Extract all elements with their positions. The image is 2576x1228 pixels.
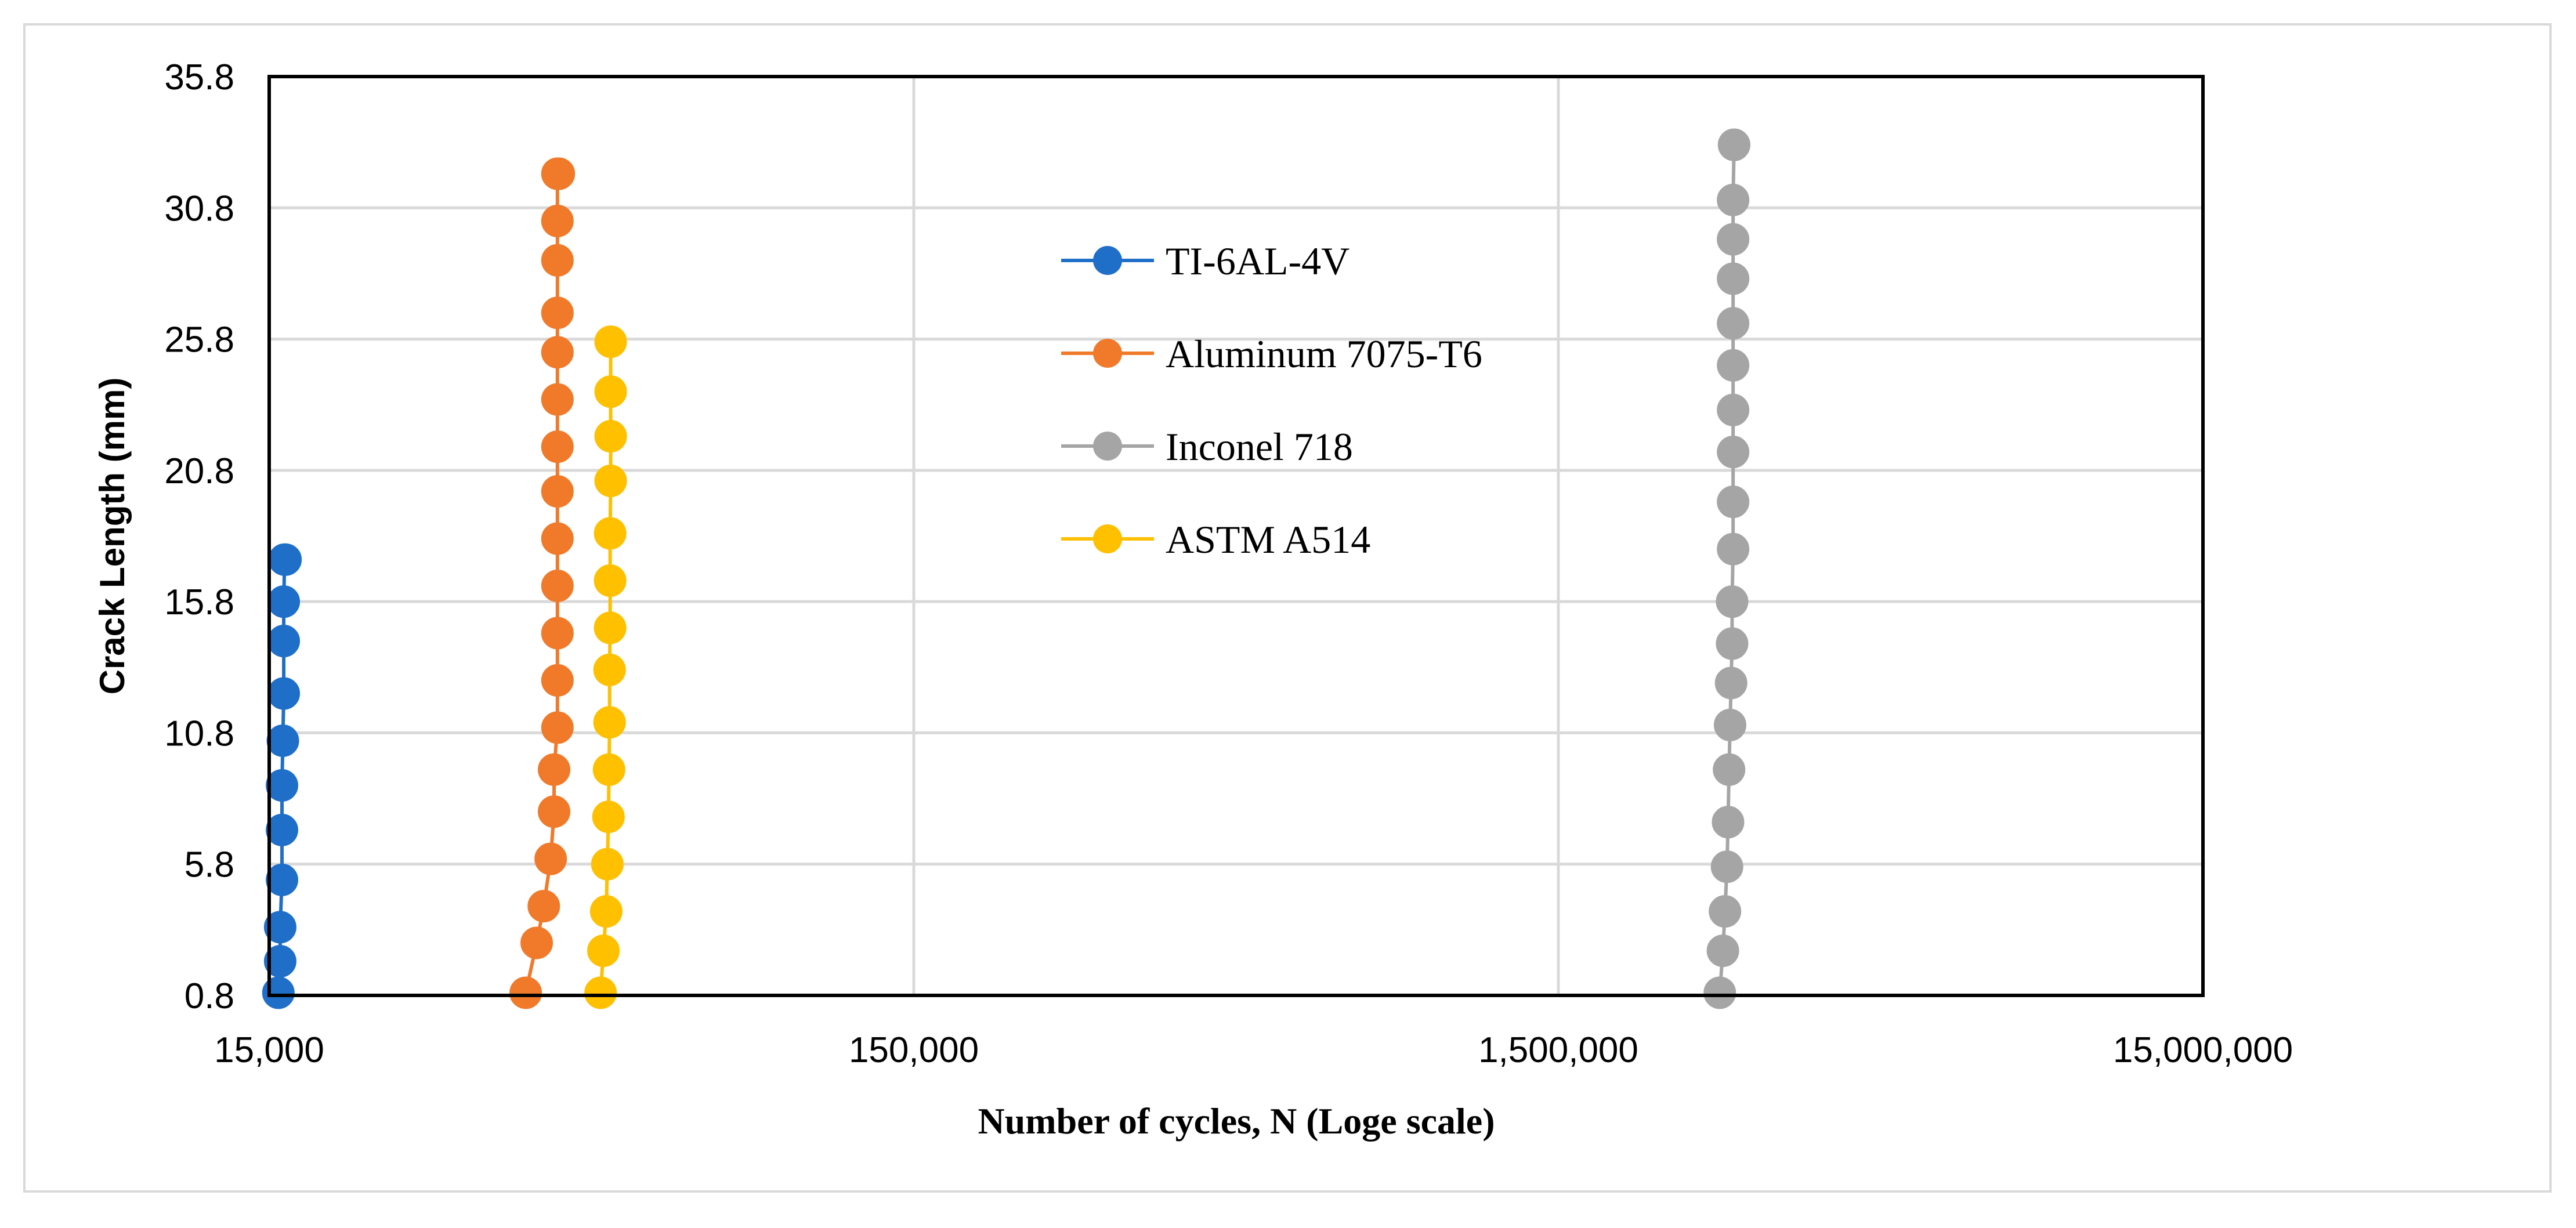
x-tick-label: 15,000,000 [2113,1030,2293,1070]
data-point [594,564,627,597]
data-point [538,753,571,786]
data-point [262,976,295,1009]
data-point [541,664,574,697]
legend-label: Aluminum 7075-T6 [1166,332,1482,376]
data-point [527,890,560,923]
data-point [1717,183,1750,216]
y-tick-label: 20.8 [164,451,234,491]
data-point [1717,436,1750,469]
data-point [541,522,574,555]
data-point [1714,666,1748,700]
x-tick-label: 150,000 [849,1030,979,1070]
data-point [541,383,574,416]
legend-item: Inconel 718 [1061,425,1353,469]
data-point [593,706,626,739]
data-point [267,585,301,618]
data-point [1717,393,1750,426]
data-point [1709,895,1742,928]
data-point [534,842,567,875]
data-point [1717,223,1750,256]
y-tick-label: 30.8 [164,189,234,229]
data-point [1717,307,1750,340]
data-point [269,543,302,576]
data-point [267,625,301,658]
crack-growth-chart: 0.8 5.8 10.8 15.8 20.8 25.8 30.8 35.8 15,000 150,… [93,57,2293,1142]
data-point [592,753,625,786]
x-tick-label: 1,500,000 [1478,1030,1638,1070]
data-point [1713,708,1746,741]
data-point [1710,850,1743,883]
data-point [541,711,574,744]
data-point [584,976,617,1009]
series-2 [1703,128,1750,1009]
data-point [1716,585,1749,618]
data-point [509,976,542,1009]
data-point [542,157,576,190]
data-point [266,769,299,802]
series-3 [584,325,627,1009]
data-point [1706,934,1739,968]
data-point [1717,349,1750,382]
data-point [1713,753,1746,786]
legend-label: TI-6AL-4V [1166,239,1349,283]
data-point [594,611,627,644]
data-point [541,336,574,369]
data-point [541,475,574,508]
data-point [592,800,625,834]
data-point [1703,976,1736,1009]
data-point [541,430,574,463]
x-axis-title: Number of cycles, N (Loge scale) [978,1100,1495,1142]
x-tick-label: 15,000 [214,1030,324,1070]
tick-labels: 0.8 5.8 10.8 15.8 20.8 25.8 30.8 35.8 15,000 150,… [164,57,2293,1070]
y-tick-label: 5.8 [184,845,234,885]
data-point [593,653,626,686]
data-point [267,677,301,710]
chart-frame: 0.8 5.8 10.8 15.8 20.8 25.8 30.8 35.8 15,000 150,… [23,23,2552,1193]
data-point [520,926,553,959]
legend-label: ASTM A514 [1166,517,1370,562]
data-point [594,420,627,453]
y-tick-label: 10.8 [164,713,234,754]
data-point [266,813,299,846]
data-point [594,517,627,550]
data-point [263,945,296,978]
data-point [541,244,574,277]
data-point [589,895,623,928]
series-1 [509,157,576,1009]
data-point [541,617,574,650]
y-tick-label: 0.8 [184,976,234,1016]
data-point [266,725,299,758]
data-point [594,325,627,358]
series-layer [262,128,1750,1009]
data-point [1717,128,1750,161]
data-point [1717,533,1750,566]
data-point [541,569,574,602]
plot-area-border [267,75,2205,997]
legend-item: TI-6AL-4V [1061,239,1349,283]
data-point [591,847,624,881]
data-point [594,464,627,497]
data-point [541,204,574,237]
legend: TI-6AL-4V Aluminum 7075-T6 Inconel 718 ASTM… [1061,239,1482,562]
data-point [594,375,627,408]
data-point [1712,806,1745,839]
data-point [538,795,571,828]
y-tick-label: 15.8 [164,582,234,622]
data-point [1717,486,1750,519]
legend-label: Inconel 718 [1166,425,1353,469]
data-point [541,296,574,329]
legend-item: Aluminum 7075-T6 [1061,332,1482,376]
legend-item: ASTM A514 [1061,517,1370,562]
data-point [587,934,620,968]
data-point [1716,627,1749,660]
data-point [263,911,296,944]
series-0 [262,543,302,1009]
data-point [1717,262,1750,295]
y-axis-title: Crack Length (mm) [93,378,132,695]
y-tick-label: 35.8 [164,57,234,97]
y-tick-label: 25.8 [164,320,234,360]
data-point [266,863,299,896]
